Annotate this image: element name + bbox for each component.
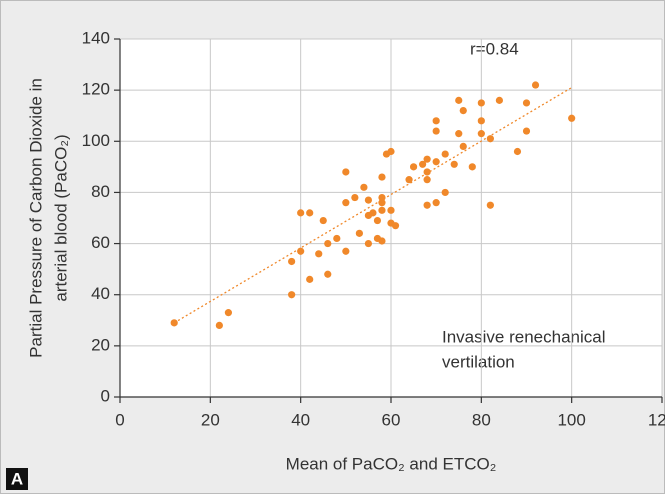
point xyxy=(378,237,386,245)
annotation: vertilation xyxy=(442,352,515,371)
point xyxy=(495,96,503,104)
x-tick-label: 120 xyxy=(648,410,665,429)
point xyxy=(333,234,341,243)
point xyxy=(423,155,431,163)
point xyxy=(423,168,431,176)
point xyxy=(477,117,485,125)
annotation: Invasive renechanical xyxy=(442,327,605,346)
y-tick-label: 100 xyxy=(82,131,110,150)
x-tick-label: 20 xyxy=(201,410,220,429)
point xyxy=(455,96,463,104)
y-tick-label: 60 xyxy=(91,233,110,252)
x-axis-label: Mean of PaCO₂ and ETCO₂ xyxy=(286,454,497,473)
panel-box xyxy=(6,468,28,490)
point xyxy=(522,127,531,135)
point xyxy=(342,199,350,207)
point xyxy=(288,257,296,266)
point xyxy=(513,147,522,156)
y-tick-label: 120 xyxy=(82,80,110,99)
point xyxy=(432,127,440,135)
point xyxy=(324,270,332,278)
y-tick-label: 0 xyxy=(101,386,110,405)
point xyxy=(170,319,178,327)
point xyxy=(477,99,485,107)
point xyxy=(378,199,386,207)
panel-label: A xyxy=(11,469,23,488)
point xyxy=(297,209,305,217)
annotation: r=0.84 xyxy=(470,39,519,58)
point xyxy=(387,147,395,156)
point xyxy=(297,247,305,255)
point xyxy=(486,201,494,209)
point xyxy=(459,142,467,150)
point xyxy=(441,150,449,158)
point xyxy=(455,130,463,138)
point xyxy=(409,163,418,171)
point xyxy=(387,206,395,214)
y-tick-label: 40 xyxy=(91,284,110,303)
point xyxy=(531,81,540,89)
point xyxy=(355,229,363,237)
point xyxy=(315,250,323,258)
y-tick-label: 140 xyxy=(82,28,110,47)
x-tick-label: 100 xyxy=(557,410,585,429)
point xyxy=(486,135,494,143)
point xyxy=(450,160,458,168)
point xyxy=(378,206,386,214)
point xyxy=(364,196,373,204)
point xyxy=(342,168,350,176)
point xyxy=(224,309,232,317)
point xyxy=(306,209,314,217)
point xyxy=(364,239,373,248)
point xyxy=(441,188,449,197)
y-axis-label: Partial Pressure of Carbon Dioxide in xyxy=(26,78,45,358)
point xyxy=(568,114,576,122)
point xyxy=(432,117,440,125)
point xyxy=(477,130,485,138)
point xyxy=(378,193,386,202)
point xyxy=(369,209,377,217)
point xyxy=(215,321,223,329)
point xyxy=(378,173,386,181)
point xyxy=(423,201,431,209)
point xyxy=(319,216,327,225)
point xyxy=(351,193,359,202)
point xyxy=(360,183,368,191)
point xyxy=(342,247,350,255)
y-tick-label: 80 xyxy=(91,182,110,201)
x-tick-label: 0 xyxy=(115,410,124,429)
point xyxy=(432,158,440,166)
point xyxy=(324,239,332,248)
point xyxy=(288,291,296,299)
point xyxy=(459,107,467,115)
x-tick-label: 80 xyxy=(472,410,491,429)
point xyxy=(522,99,531,107)
x-tick-label: 40 xyxy=(291,410,310,429)
point xyxy=(405,176,413,184)
point xyxy=(373,216,382,225)
point xyxy=(306,275,314,283)
point xyxy=(391,222,400,230)
point xyxy=(468,163,476,171)
x-tick-label: 60 xyxy=(382,410,401,429)
y-tick-label: 20 xyxy=(91,335,110,354)
point xyxy=(419,160,427,168)
trend-line xyxy=(173,87,572,324)
point xyxy=(423,176,431,184)
y-axis-label: arterial blood (PaCO₂) xyxy=(51,134,70,301)
point xyxy=(432,199,440,207)
